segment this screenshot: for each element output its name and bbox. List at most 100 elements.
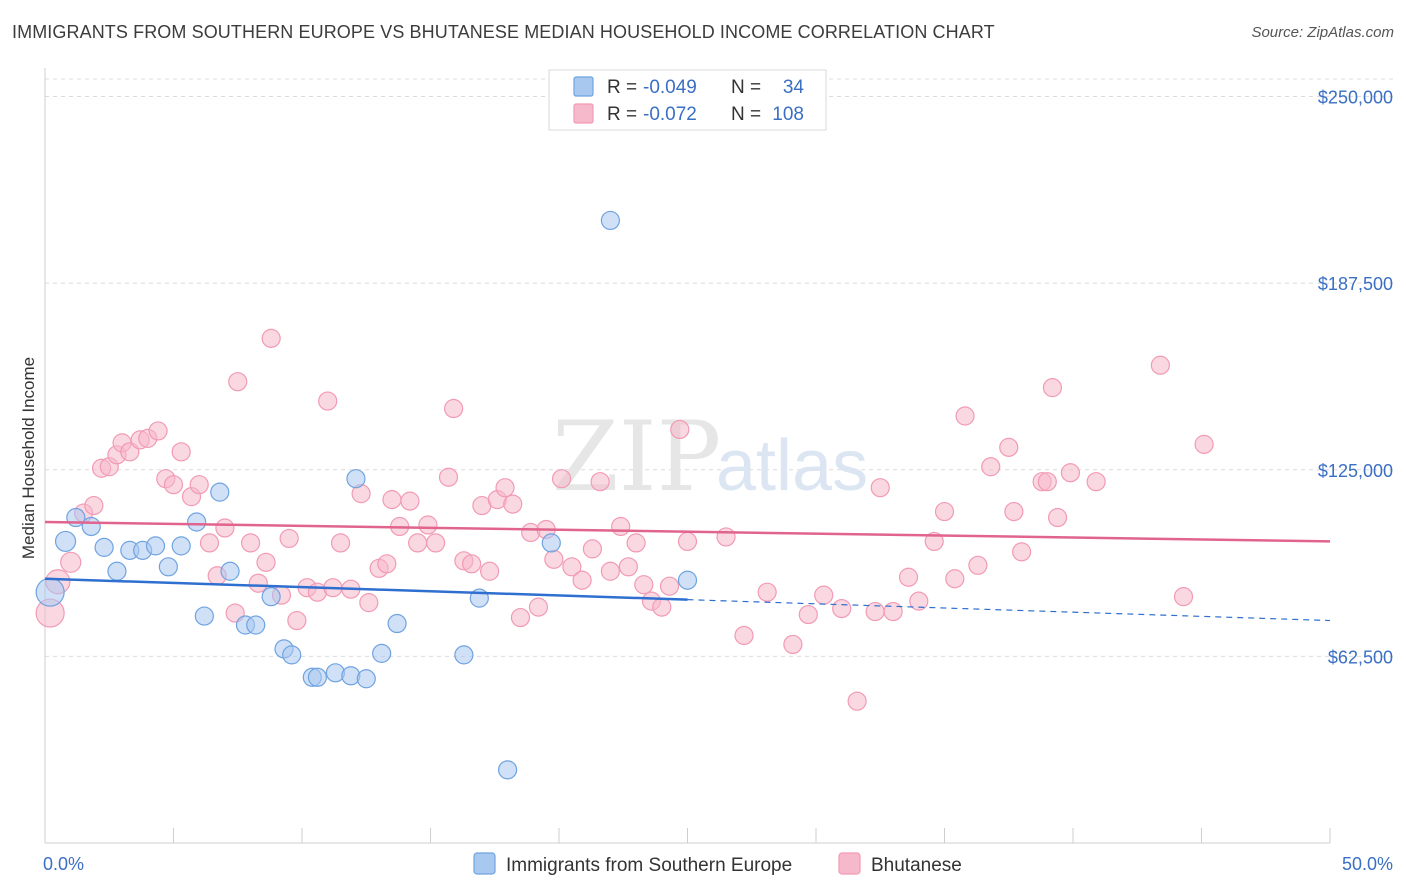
data-point <box>359 593 379 613</box>
y-tick-label-3: $250,000 <box>1318 88 1393 108</box>
data-point <box>387 613 407 634</box>
data-point <box>35 577 65 607</box>
x-tick-label-1: 50.0% <box>1342 854 1393 874</box>
data-point <box>626 533 646 553</box>
legend-n-label-1: N = <box>731 77 761 98</box>
legend-n-value-1: 34 <box>783 77 805 98</box>
series-bhutanese-points <box>35 328 1214 711</box>
data-point <box>883 601 903 622</box>
data-point <box>1042 378 1063 398</box>
data-point <box>757 582 777 602</box>
source-credit: Source: ZipAtlas.com <box>1251 24 1394 41</box>
data-point <box>590 472 610 492</box>
data-point <box>194 606 214 626</box>
y-tick-label-0: $62,500 <box>1328 647 1393 667</box>
data-point <box>480 561 500 581</box>
data-point <box>215 518 235 538</box>
data-point <box>498 760 518 780</box>
data-point <box>426 533 446 553</box>
data-point <box>462 554 482 574</box>
data-point <box>256 552 276 572</box>
data-point <box>1037 472 1057 492</box>
axes <box>44 68 1331 844</box>
trend-line-immigrants <box>44 577 688 601</box>
tick-labels: $62,500 $125,000 $187,500 $250,000 0.0% 50.0% <box>43 88 1393 875</box>
series-legend-swatch-immigrants <box>473 852 496 875</box>
trend-line-bhutanese <box>44 520 1331 543</box>
data-point <box>187 512 207 532</box>
data-point <box>544 549 564 569</box>
series-legend-label-immigrants: Immigrants from Southern Europe <box>506 855 792 876</box>
watermark: ZIP atlas <box>552 401 868 513</box>
data-point <box>999 437 1019 457</box>
legend-swatch-pink <box>573 103 594 124</box>
data-point <box>241 533 261 553</box>
data-point <box>1194 434 1214 454</box>
data-point <box>981 457 1001 477</box>
data-point <box>1173 587 1194 607</box>
data-point <box>898 567 919 587</box>
legend-swatch-blue <box>573 76 594 97</box>
data-point <box>1004 501 1024 522</box>
legend-n-value-2: 108 <box>772 104 804 125</box>
data-point <box>955 406 975 426</box>
data-point <box>600 210 621 231</box>
data-point <box>798 604 818 625</box>
data-point <box>346 469 366 489</box>
data-point <box>572 570 592 590</box>
data-point <box>870 478 890 498</box>
correlation-legend: R = -0.049 N = 34 R = -0.072 N = 108 <box>548 69 827 131</box>
data-point <box>279 528 299 549</box>
data-point <box>444 398 464 419</box>
data-point <box>94 537 114 557</box>
data-point <box>158 557 178 577</box>
data-point <box>934 501 955 522</box>
y-tick-label-1: $125,000 <box>1318 461 1393 481</box>
data-point <box>677 531 698 552</box>
data-point <box>618 557 638 577</box>
data-point <box>400 491 420 511</box>
series-legend: Immigrants from Southern Europe Bhutanes… <box>473 852 962 876</box>
data-point <box>814 585 834 605</box>
legend-r-value-2: -0.072 <box>643 104 697 125</box>
data-point <box>510 607 531 628</box>
data-point <box>600 561 621 581</box>
series-legend-label-bhutanese: Bhutanese <box>871 855 962 876</box>
data-point <box>171 536 191 556</box>
data-point <box>582 539 603 559</box>
data-point <box>562 557 582 577</box>
data-point <box>307 667 328 687</box>
chart-title: IMMIGRANTS FROM SOUTHERN EUROPE VS BHUTA… <box>12 22 995 42</box>
data-point <box>734 625 754 646</box>
data-point <box>171 442 191 462</box>
data-point <box>495 478 515 498</box>
data-point <box>716 527 736 547</box>
data-point <box>107 561 127 581</box>
x-tick-label-0: 0.0% <box>43 854 84 874</box>
watermark-zip: ZIP <box>552 401 721 513</box>
data-point <box>968 555 988 575</box>
data-point <box>84 495 104 516</box>
data-point <box>248 573 268 593</box>
data-points <box>35 210 1214 780</box>
series-immigrants-points <box>35 210 698 780</box>
legend-r-label-2: R = <box>607 104 637 125</box>
data-point <box>438 467 459 487</box>
data-point <box>408 533 428 553</box>
data-point <box>330 533 351 553</box>
data-point <box>832 598 852 619</box>
data-point <box>382 490 402 510</box>
data-point <box>54 530 77 553</box>
data-point <box>1047 507 1068 528</box>
y-axis-label: Median Household Income <box>19 357 38 559</box>
data-point <box>418 515 438 535</box>
y-tick-label-2: $187,500 <box>1318 274 1393 294</box>
legend-r-label-1: R = <box>607 77 637 98</box>
data-point <box>454 645 474 665</box>
data-point <box>148 421 168 441</box>
data-point <box>677 570 698 590</box>
legend-n-label-2: N = <box>731 104 761 125</box>
data-point <box>282 645 302 665</box>
trend-lines <box>44 520 1331 622</box>
